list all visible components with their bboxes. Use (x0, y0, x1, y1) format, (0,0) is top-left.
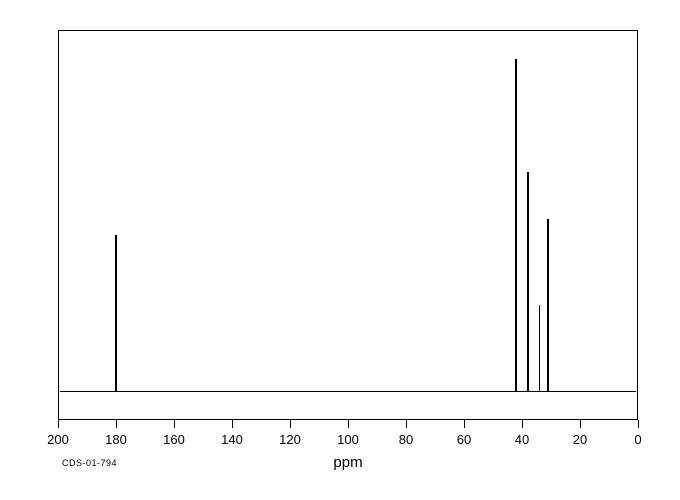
x-tick-label: 160 (154, 432, 194, 447)
x-tick-label: 40 (502, 432, 542, 447)
x-tick (638, 420, 639, 428)
peak (547, 219, 549, 391)
x-tick-label: 140 (212, 432, 252, 447)
x-tick (406, 420, 407, 428)
peak (515, 59, 517, 391)
x-tick (116, 420, 117, 428)
x-tick (290, 420, 291, 428)
x-tick-label: 20 (560, 432, 600, 447)
x-axis-label: ppm (318, 454, 378, 471)
x-tick-label: 60 (444, 432, 484, 447)
peak (539, 305, 541, 391)
x-tick-label: 100 (328, 432, 368, 447)
peak (527, 172, 529, 390)
x-tick-label: 0 (618, 432, 658, 447)
chart-container: ppm CDS-01-794 2001801601401201008060402… (0, 0, 680, 500)
x-tick (464, 420, 465, 428)
x-tick-label: 120 (270, 432, 310, 447)
x-tick-label: 80 (386, 432, 426, 447)
baseline (60, 391, 636, 392)
sample-id-label: CDS-01-794 (62, 458, 117, 468)
x-tick (522, 420, 523, 428)
x-tick-label: 200 (38, 432, 78, 447)
x-tick (580, 420, 581, 428)
x-tick (174, 420, 175, 428)
peak (115, 235, 117, 391)
x-tick (348, 420, 349, 428)
x-tick-label: 180 (96, 432, 136, 447)
x-tick (232, 420, 233, 428)
x-tick (58, 420, 59, 428)
plot-area (58, 30, 638, 420)
